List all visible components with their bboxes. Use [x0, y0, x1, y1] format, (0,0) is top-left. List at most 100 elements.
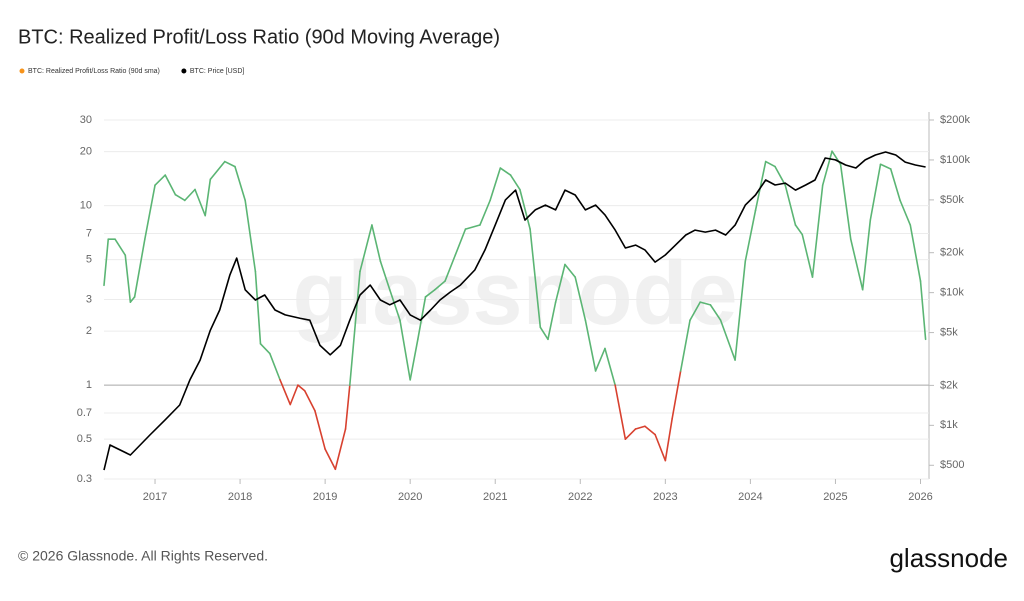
series-line-segment: [234, 165, 246, 202]
y2-tick-label: $200k: [940, 114, 970, 126]
x-tick-label: 2020: [398, 491, 422, 503]
series-line-segment: [899, 199, 912, 226]
x-tick-label: 2019: [313, 491, 337, 503]
series-line-segment: [719, 319, 736, 361]
series-line-segment: [574, 276, 587, 322]
legend-label: BTC: Price [USD]: [190, 68, 245, 75]
y2-tick-label: $1k: [940, 419, 958, 431]
y2-tick-label: $20k: [940, 247, 964, 259]
y-tick-label: 0.7: [77, 407, 92, 419]
y-tick-label: 1: [86, 379, 92, 391]
series-line-segment: [371, 224, 382, 263]
x-tick-label: 2017: [143, 491, 167, 503]
series-line-segment: [424, 288, 436, 298]
series-line-segment: [133, 238, 146, 298]
series-line-segment: [154, 174, 167, 186]
series-line-segment: [861, 219, 872, 291]
series-line-segment: [144, 184, 156, 241]
series-line-segment: [699, 301, 712, 306]
x-tick-label: 2026: [908, 491, 932, 503]
y-tick-label: 5: [86, 254, 92, 266]
y2-tick-label: $5k: [940, 326, 958, 338]
series-line-segment: [209, 160, 226, 181]
series-line-segment: [344, 384, 351, 430]
series-line-segment: [539, 326, 549, 341]
series-line-segment: [409, 338, 419, 381]
series-line-segment: [259, 342, 271, 355]
y-tick-label: 2: [86, 325, 92, 337]
y2-tick-label: $100k: [940, 154, 970, 166]
series-line-segment: [794, 224, 804, 236]
series-line-segment: [764, 160, 776, 168]
series-line-segment: [314, 409, 326, 450]
series-line-segment: [654, 433, 667, 462]
series-line-segment: [303, 390, 316, 412]
series-line-segment: [334, 428, 347, 471]
series-line-segment: [909, 224, 922, 282]
x-tick-label: 2018: [228, 491, 252, 503]
series-line-segment: [289, 384, 299, 406]
series-line-segment: [689, 301, 702, 322]
series-line-segment: [594, 347, 606, 372]
series-line-segment: [379, 260, 391, 291]
series-line-segment: [164, 174, 177, 196]
series-line-segment: [444, 254, 457, 282]
series-line-segment: [869, 163, 882, 221]
x-tick-label: 2025: [823, 491, 847, 503]
series-line-segment: [879, 163, 892, 170]
series-line-segment: [754, 160, 767, 212]
y2-tick-label: $500: [940, 459, 964, 471]
series-line-segment: [279, 379, 292, 406]
series-line-segment: [839, 163, 852, 241]
y-tick-label: 30: [80, 114, 92, 126]
series-line-segment: [223, 160, 236, 168]
y2-tick-label: $2k: [940, 379, 958, 391]
series-line-segment: [499, 167, 512, 176]
y-tick-label: 3: [86, 293, 92, 305]
watermark: glassnode: [292, 244, 737, 344]
series-line-segment: [801, 233, 814, 278]
y-tick-label: 20: [80, 146, 92, 158]
series-line-segment: [784, 184, 797, 226]
legend-label: BTC: Realized Profit/Loss Ratio (90d sma…: [28, 68, 160, 75]
series-line-segment: [644, 425, 656, 436]
series-line-segment: [554, 263, 566, 303]
series-line-segment: [634, 425, 646, 430]
series-line-segment: [604, 347, 616, 386]
series-line-segment: [529, 228, 542, 329]
series-line-segment: [464, 224, 481, 230]
series-line-segment: [774, 165, 787, 186]
series-line-segment: [129, 296, 136, 303]
x-tick-label: 2024: [738, 491, 762, 503]
series-line-segment: [114, 238, 127, 256]
series-line-segment: [509, 174, 521, 191]
series-line-segment: [564, 263, 576, 278]
series-line-segment: [624, 428, 637, 440]
series-line-segment: [664, 417, 673, 462]
x-tick-label: 2023: [653, 491, 677, 503]
series-line-segment: [434, 280, 446, 291]
series-line-segment: [297, 384, 306, 392]
series-line-segment: [183, 188, 196, 202]
series-line-segment: [454, 228, 467, 256]
series-line-segment: [269, 352, 281, 381]
chart-title: BTC: Realized Profit/Loss Ratio (90d Mov…: [18, 26, 500, 48]
series-line: [103, 151, 926, 471]
series-line-segment: [821, 150, 833, 186]
series-line-segment: [744, 209, 757, 263]
logo: glassnode: [889, 543, 1008, 573]
y-tick-label: 0.3: [77, 473, 92, 485]
series-line-segment: [519, 188, 531, 230]
series-line-segment: [359, 224, 373, 273]
series-line-segment: [811, 184, 824, 278]
series-line-segment: [124, 254, 132, 303]
series-line-segment: [103, 238, 110, 287]
series-line-segment: [254, 270, 262, 345]
y2-tick-label: $50k: [940, 194, 964, 206]
series-line-segment: [489, 167, 502, 202]
series-line-segment: [734, 260, 747, 361]
series-line-segment: [324, 448, 337, 471]
series-line-segment: [174, 193, 186, 202]
